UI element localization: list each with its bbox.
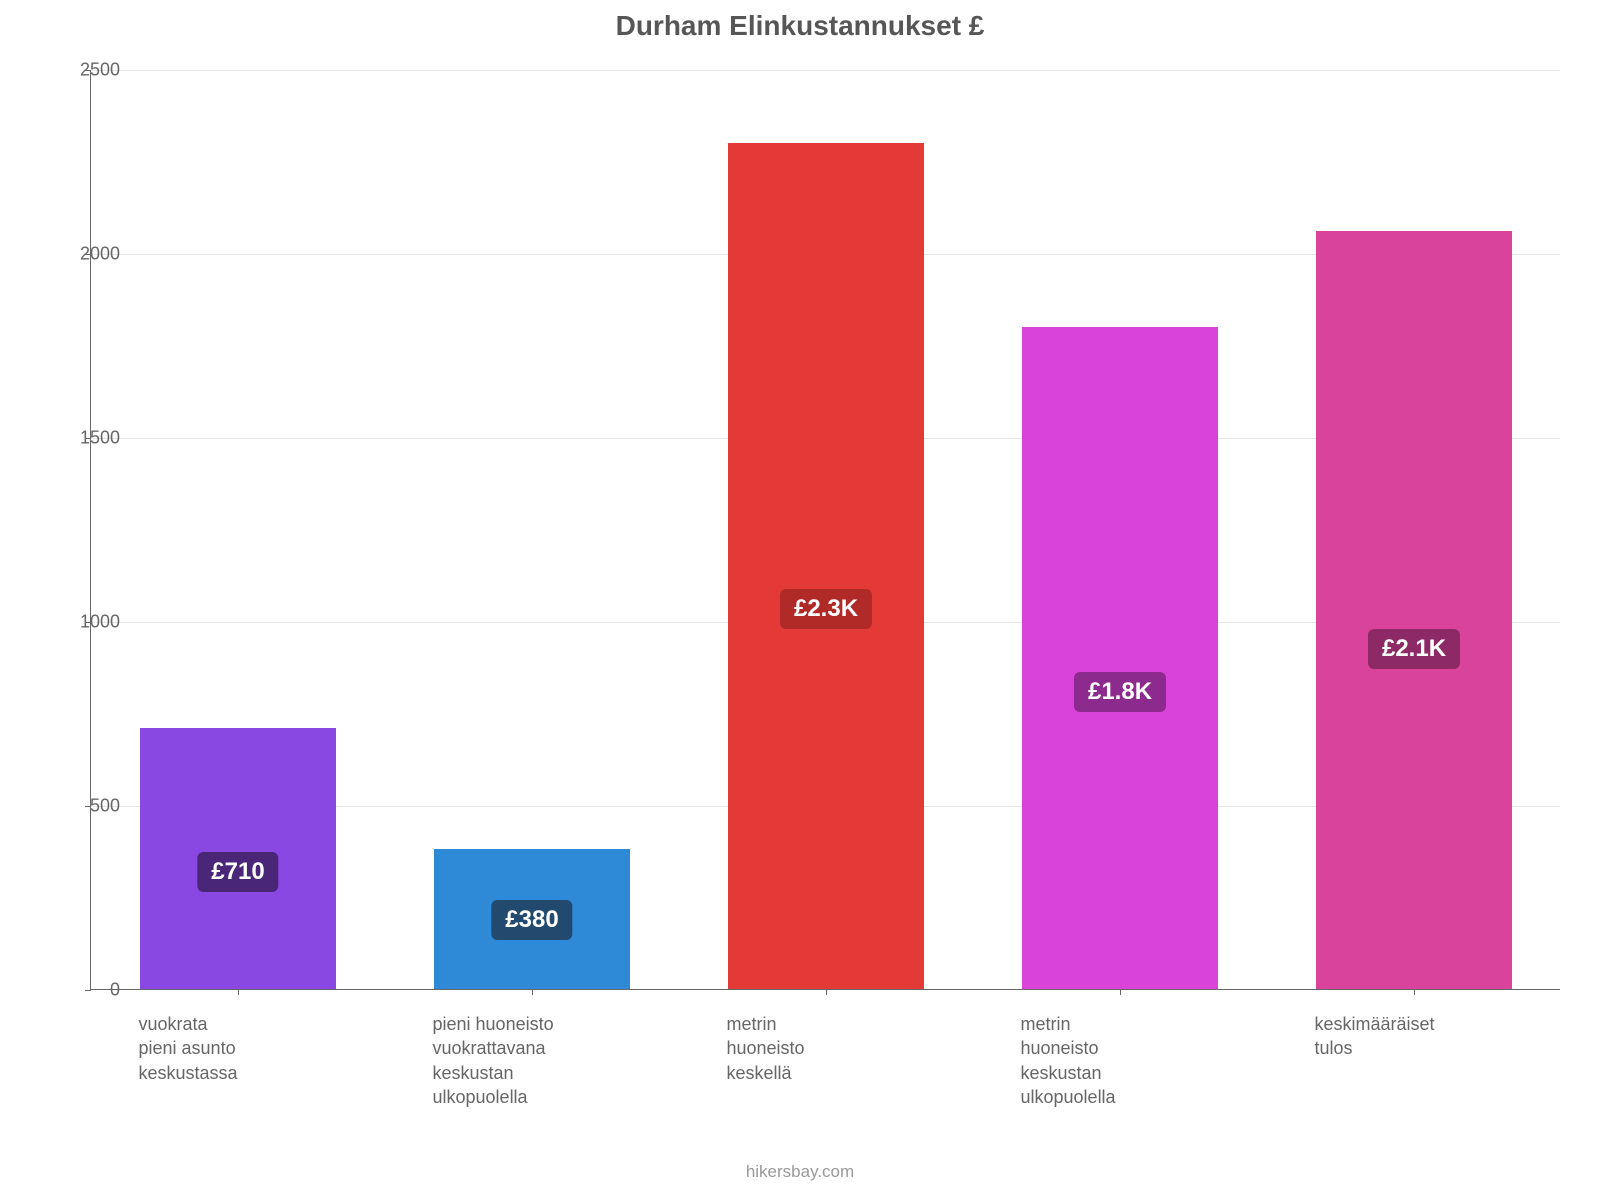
x-axis-label: metrin huoneisto keskellä bbox=[727, 1012, 964, 1085]
gridline bbox=[91, 70, 1560, 71]
bar-value-label: £2.1K bbox=[1368, 629, 1460, 669]
y-tick-label: 1500 bbox=[40, 428, 120, 449]
y-tick-label: 500 bbox=[40, 796, 120, 817]
bar bbox=[1316, 231, 1513, 989]
bar-value-label: £2.3K bbox=[780, 589, 872, 629]
chart-title: Durham Elinkustannukset £ bbox=[0, 10, 1600, 42]
chart-container: Durham Elinkustannukset £ £710£380£2.3K£… bbox=[0, 0, 1600, 1200]
bar bbox=[728, 143, 925, 989]
x-tick-mark bbox=[1414, 989, 1415, 995]
x-axis-label: pieni huoneisto vuokrattavana keskustan … bbox=[433, 1012, 670, 1109]
bar-value-label: £380 bbox=[491, 900, 572, 940]
x-axis-label: vuokrata pieni asunto keskustassa bbox=[139, 1012, 376, 1085]
bar bbox=[1022, 327, 1219, 989]
x-tick-mark bbox=[826, 989, 827, 995]
x-tick-mark bbox=[1120, 989, 1121, 995]
y-tick-label: 2500 bbox=[40, 60, 120, 81]
x-tick-mark bbox=[532, 989, 533, 995]
y-tick-label: 2000 bbox=[40, 244, 120, 265]
bar-value-label: £710 bbox=[197, 852, 278, 892]
bar-value-label: £1.8K bbox=[1074, 672, 1166, 712]
y-tick-label: 1000 bbox=[40, 612, 120, 633]
x-axis-label: metrin huoneisto keskustan ulkopuolella bbox=[1021, 1012, 1258, 1109]
credit-text: hikersbay.com bbox=[0, 1162, 1600, 1182]
y-tick-label: 0 bbox=[40, 980, 120, 1001]
plot-area: £710 £380 £2.3K £1.8K £2.1K bbox=[90, 70, 1560, 990]
x-tick-mark bbox=[238, 989, 239, 995]
x-axis-label: keskimääräiset tulos bbox=[1315, 1012, 1552, 1061]
